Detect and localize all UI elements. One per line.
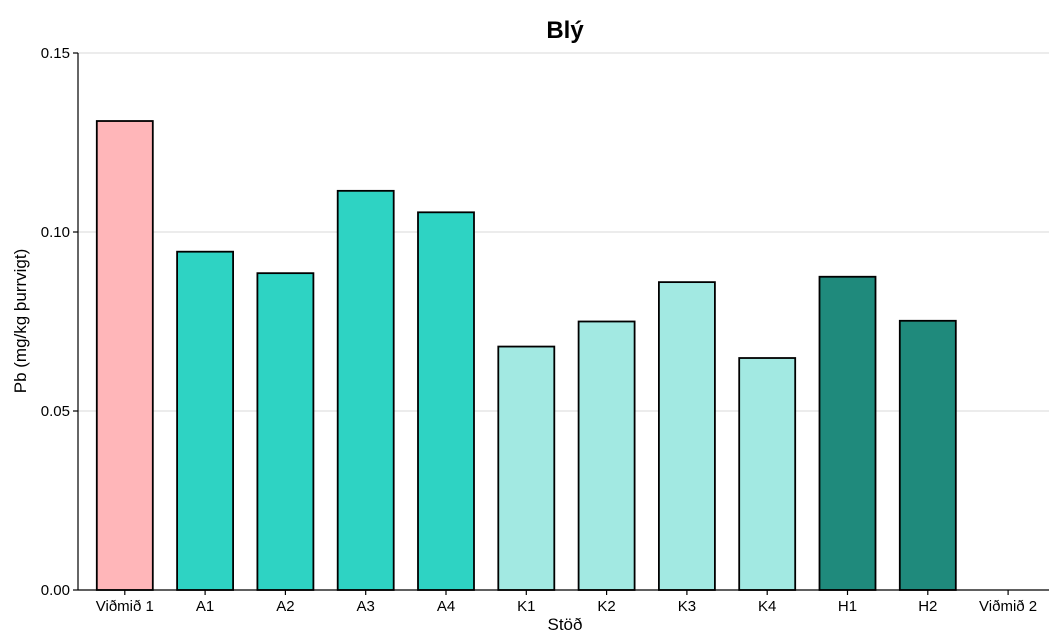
bar bbox=[176, 250, 235, 591]
bar bbox=[738, 357, 797, 591]
x-tick-label: Viðmið 2 bbox=[979, 598, 1037, 615]
x-tick-label: Viðmið 1 bbox=[96, 598, 154, 615]
x-tick-label: A4 bbox=[437, 598, 455, 615]
x-tick-label: H1 bbox=[838, 598, 857, 615]
bar bbox=[577, 320, 636, 591]
x-axis-ticks: Viðmið 1 A1 A2 A3 A4 K1 K2 K3 K4 H1 H2 Viðmið 2 bbox=[96, 590, 1037, 615]
bars bbox=[95, 120, 957, 591]
y-axis-label: Pb (mg/kg þurrvigt) bbox=[11, 249, 30, 394]
x-tick-label: H2 bbox=[918, 598, 937, 615]
x-tick-label: K4 bbox=[758, 598, 776, 615]
bar bbox=[658, 281, 716, 591]
bar bbox=[497, 345, 556, 591]
bar bbox=[417, 211, 475, 591]
x-tick-label: A2 bbox=[276, 598, 294, 615]
x-tick-label: K2 bbox=[597, 598, 615, 615]
x-tick-label: K3 bbox=[678, 598, 696, 615]
bar bbox=[336, 189, 395, 591]
x-tick-label: A1 bbox=[196, 598, 214, 615]
x-tick-label: K1 bbox=[517, 598, 535, 615]
x-axis-label: Stöð bbox=[548, 615, 583, 634]
y-tick-label: 0.05 bbox=[41, 403, 70, 420]
y-tick-label: 0.10 bbox=[41, 224, 70, 241]
bar bbox=[818, 275, 877, 591]
bar bbox=[95, 120, 154, 591]
chart-title: Blý bbox=[546, 17, 584, 44]
bar bbox=[256, 272, 315, 591]
y-tick-label: 0.15 bbox=[41, 45, 70, 62]
y-axis-ticks: 0.00 0.05 0.10 0.15 bbox=[41, 45, 78, 599]
x-tick-label: A3 bbox=[357, 598, 375, 615]
bar bbox=[898, 319, 957, 591]
y-tick-label: 0.00 bbox=[41, 582, 70, 599]
